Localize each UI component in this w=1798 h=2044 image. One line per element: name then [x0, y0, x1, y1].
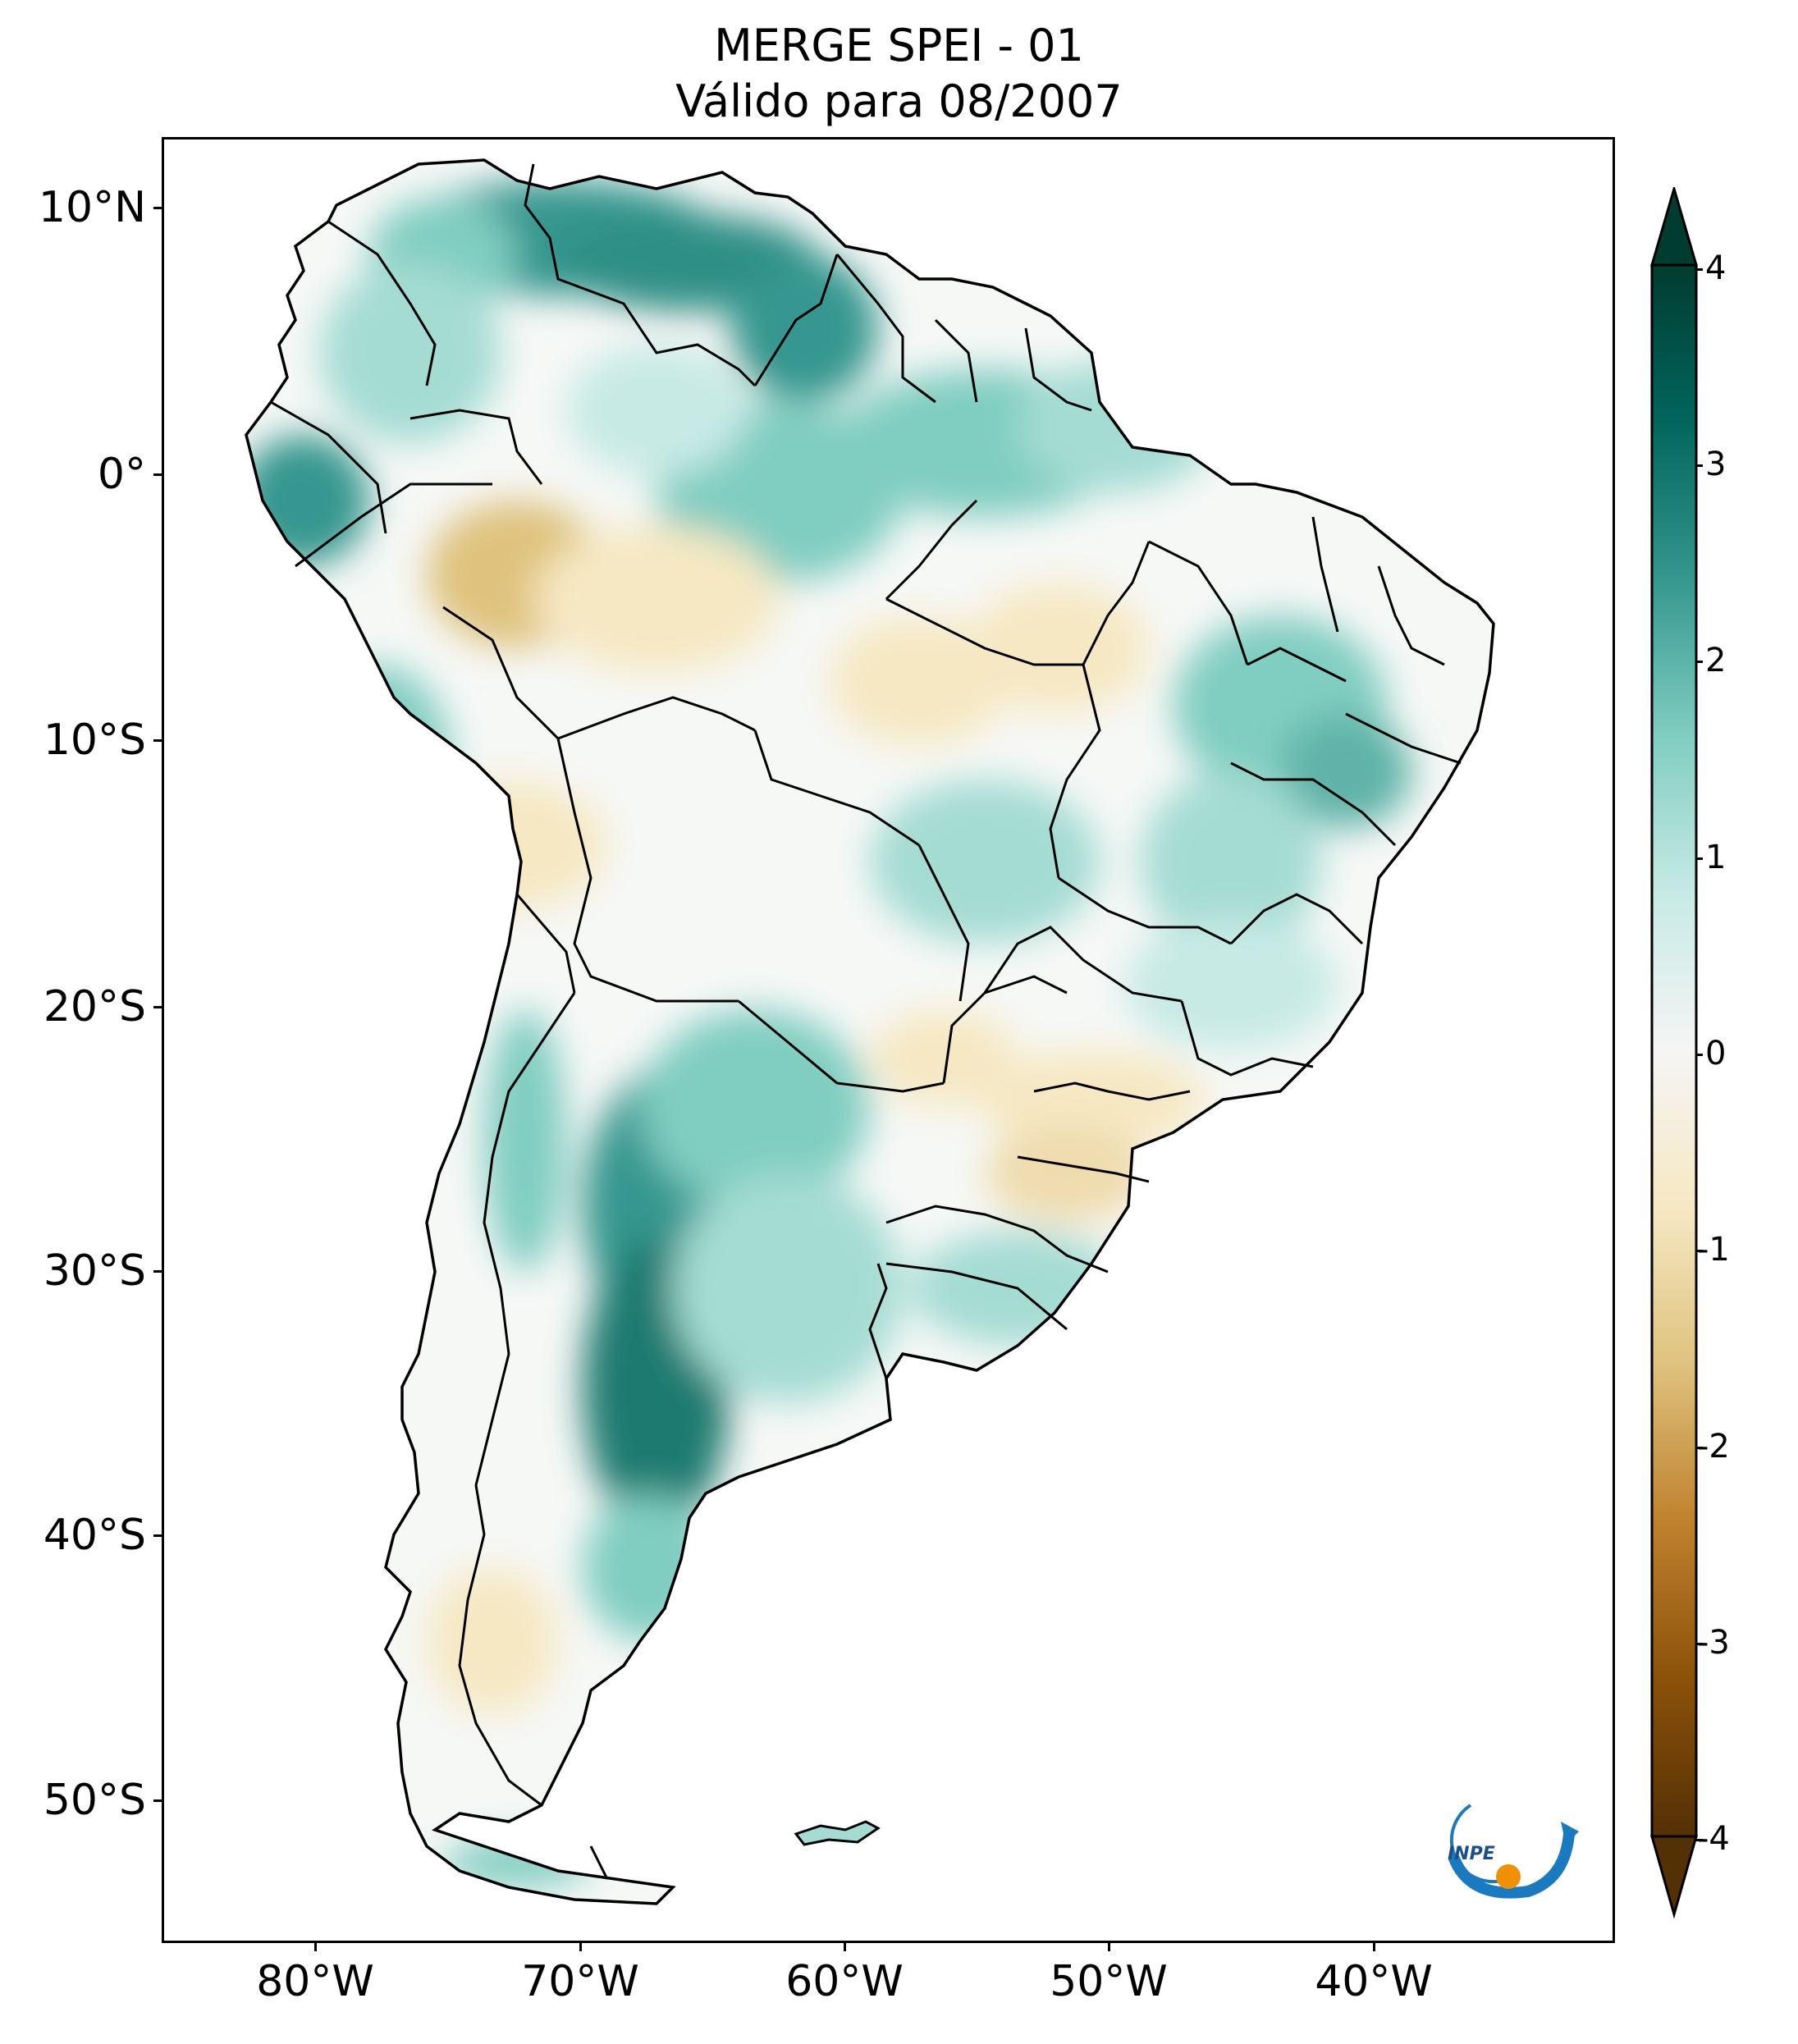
chart-title: MERGE SPEI - 01	[714, 20, 1084, 71]
lon-tick	[314, 1943, 317, 1951]
lat-tick	[153, 1270, 162, 1273]
lat-tick	[153, 473, 162, 476]
falklands-shape	[794, 1820, 881, 1846]
logo-arc-swoosh	[1448, 1828, 1575, 1899]
lat-tick	[153, 1006, 162, 1008]
inpe-logo: INPE	[1448, 1804, 1579, 1899]
colorbar-top-extension	[1650, 187, 1698, 267]
colorbar-tick-label: 3	[1705, 446, 1727, 483]
colorbar-tick	[1696, 1839, 1703, 1841]
spei-field	[246, 160, 1494, 1904]
lat-label-10s: 10°S	[43, 716, 146, 765]
lon-tick	[1108, 1943, 1110, 1951]
logo-sun-dot	[1496, 1864, 1521, 1889]
colorbar-tick-label: 4	[1705, 249, 1727, 287]
lat-label-20s: 20°S	[43, 982, 146, 1031]
lat-tick	[153, 1799, 162, 1802]
lon-tick	[579, 1943, 582, 1951]
borders	[270, 163, 1462, 1880]
lat-label-0: 0°	[97, 450, 146, 499]
lat-tick	[153, 739, 162, 742]
lat-tick	[153, 207, 162, 209]
colorbar-tick-label: 1	[1705, 839, 1727, 876]
colorbar	[1650, 187, 1698, 1918]
lat-label-10n: 10°N	[38, 183, 146, 232]
lon-tick	[844, 1943, 846, 1951]
lon-label-80w: 80°W	[256, 1957, 374, 2006]
colorbar-tick-label: 2	[1705, 642, 1727, 679]
colorbar-tick	[1696, 1250, 1703, 1252]
lat-label-40s: 40°S	[43, 1511, 146, 1560]
chart-subtitle: Válido para 08/2007	[675, 75, 1123, 127]
map-frame[interactable]	[162, 137, 1615, 1943]
colorbar-tick	[1696, 857, 1703, 860]
colorbar-tick	[1696, 1054, 1703, 1056]
colorbar-gradient	[1650, 263, 1698, 1838]
lon-tick	[1373, 1943, 1375, 1951]
lon-label-70w: 70°W	[521, 1957, 639, 2006]
logo-arrow-icon	[1561, 1822, 1579, 1845]
lat-label-50s: 50°S	[43, 1776, 146, 1825]
logo-text: INPE	[1448, 1844, 1495, 1864]
colorbar-tick	[1696, 661, 1703, 663]
colorbar-tick-label: 0	[1705, 1035, 1727, 1072]
colorbar-tick	[1696, 1643, 1703, 1645]
lat-tick	[153, 1534, 162, 1537]
lon-label-50w: 50°W	[1050, 1957, 1168, 2006]
colorbar-bottom-extension	[1650, 1835, 1698, 1918]
map-canvas	[245, 158, 1495, 1905]
colorbar-tick	[1696, 464, 1703, 467]
lon-label-40w: 40°W	[1315, 1957, 1433, 2006]
lat-label-30s: 30°S	[43, 1246, 146, 1296]
colorbar-tick	[1696, 1447, 1703, 1449]
lon-label-60w: 60°W	[785, 1957, 904, 2006]
colorbar-tick	[1696, 268, 1703, 271]
